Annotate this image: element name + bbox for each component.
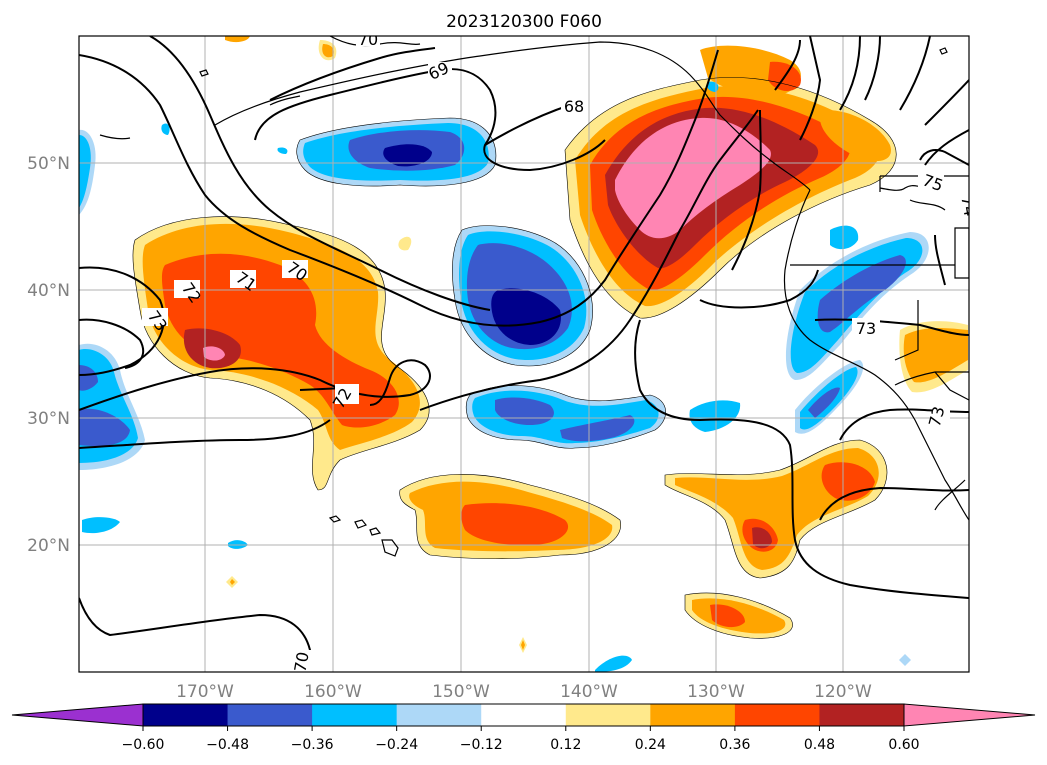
colorbar-tick-label: −0.12 <box>460 737 503 753</box>
colorbar-segment <box>650 704 736 726</box>
colorbar-tick-label: −0.60 <box>122 737 165 753</box>
map-panel[interactable]: 70 69 68 71 70 72 73 72 73 75 74 73 70 <box>79 30 980 674</box>
lon-label-150w: 150°W <box>432 682 490 702</box>
colorbar-extend-high <box>903 703 1036 727</box>
colorbar-tick-label: −0.36 <box>291 737 334 753</box>
anomaly-outlines <box>132 77 897 639</box>
lon-label-120w: 120°W <box>814 682 872 702</box>
hawaii-islands <box>199 47 948 557</box>
colorbar-tick-label: −0.24 <box>375 737 418 753</box>
colorbar-segment <box>819 704 905 726</box>
colorbar-segment <box>481 704 567 726</box>
lon-label-160w: 160°W <box>304 682 362 702</box>
contour-label-73-east: 73 <box>856 319 876 338</box>
colorbar-extend-low <box>11 703 144 727</box>
contour-label-70-north: 70 <box>358 30 378 49</box>
colorbar-tick-label: 0.12 <box>550 737 581 753</box>
contour-label-73-se: 73 <box>925 404 949 429</box>
lat-label-40n: 40°N <box>27 281 70 301</box>
colorbar-tick-label: 0.60 <box>888 737 919 753</box>
colorbar-segment <box>143 704 229 726</box>
lon-label-130w: 130°W <box>687 682 745 702</box>
lon-label-140w: 140°W <box>560 682 618 702</box>
lat-label-20n: 20°N <box>27 536 70 556</box>
map-frame <box>78 35 970 673</box>
colorbar-tick-label: 0.48 <box>804 737 835 753</box>
colorbar-segment <box>734 704 820 726</box>
lat-label-50n: 50°N <box>27 154 70 174</box>
colorbar-segment <box>565 704 651 726</box>
contour-label-70-south: 70 <box>290 650 312 673</box>
contour-labels: 70 69 68 71 70 72 73 72 73 75 74 73 70 <box>142 30 979 673</box>
colorbar-outline <box>142 703 905 727</box>
map-title: 2023120300 F060 <box>446 12 602 32</box>
height-contours <box>79 36 969 672</box>
contour-label-68: 68 <box>564 97 584 116</box>
graticule <box>79 36 969 672</box>
lat-label-30n: 30°N <box>27 409 70 429</box>
lon-label-170w: 170°W <box>176 682 234 702</box>
colorbar-tick-label: 0.36 <box>719 737 750 753</box>
longitude-labels: 170°W 160°W 150°W 140°W 130°W 120°W <box>176 682 872 702</box>
contour-label-74: 74 <box>957 194 979 217</box>
latitude-labels: 50°N 40°N 30°N 20°N <box>27 154 70 556</box>
colorbar-segment <box>312 704 398 726</box>
colorbar-segment <box>227 704 313 726</box>
colorbar: −0.60 −0.48 −0.36 −0.24 −0.12 0.12 0.24 0.36 0.4… <box>11 703 1036 753</box>
colorbar-segment <box>396 704 482 726</box>
colorbar-tick-label: −0.48 <box>206 737 249 753</box>
colorbar-tick-label: 0.24 <box>635 737 666 753</box>
